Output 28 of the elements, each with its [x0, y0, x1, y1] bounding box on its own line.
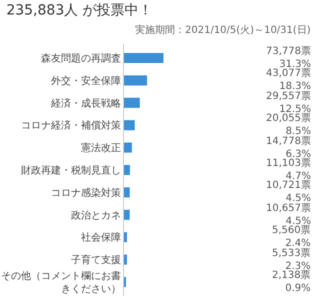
- y-tick-label: 子育て支援: [71, 254, 121, 266]
- bar: [124, 210, 130, 220]
- bar: [124, 164, 130, 176]
- y-tick-label: 財政再建・税制見直し: [21, 164, 121, 176]
- data-label: 5,560票 2.4%: [272, 225, 311, 249]
- y-tick-label: 政治とカネ: [71, 209, 121, 222]
- y-tick-label: 社会保障: [81, 232, 121, 244]
- y-tick-label: コロナ経済・補償対策: [21, 120, 121, 132]
- data-label: 43,077票 18.3%: [266, 68, 311, 92]
- bar: [124, 142, 132, 153]
- text: 実施期間：2021/10/5(火)～10/31(日): [135, 24, 311, 36]
- y-tick-label: 森友問題の再調査: [41, 52, 121, 64]
- data-label: 10,721票 4.5%: [266, 180, 311, 204]
- bar: [124, 120, 135, 130]
- bar: [124, 187, 130, 198]
- bar: [124, 254, 127, 265]
- y-tick-label: コロナ感染対策: [51, 186, 121, 199]
- bar: [124, 98, 140, 108]
- y-tick-label: 経済・成長戦略: [50, 97, 121, 110]
- y-tick-label: その他（コメント欄にお書きください）: [1, 270, 121, 295]
- bar: [124, 75, 148, 86]
- data-label: 2,138票 0.9%: [272, 270, 311, 294]
- data-label: 20,055票 8.5%: [266, 113, 311, 137]
- bar: [124, 232, 127, 242]
- y-tick-label: 憲法改正: [80, 142, 121, 154]
- y-tick-label: 外交・安全保障: [51, 74, 121, 87]
- bar: [124, 52, 164, 64]
- chart-title: 235,883人 が投票中！: [6, 2, 153, 18]
